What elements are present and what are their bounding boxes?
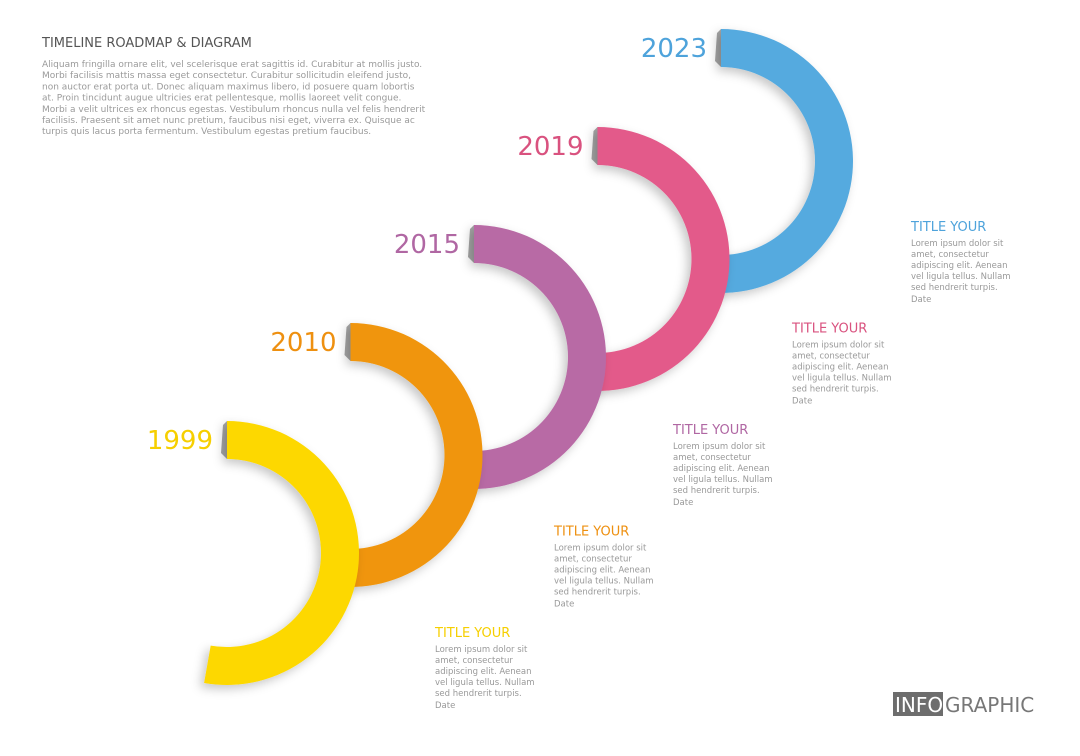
timeline-arc — [574, 127, 730, 392]
milestone-text: amet, consectetur — [435, 656, 513, 666]
arc-notch — [468, 225, 474, 263]
milestone-year: 2019 — [517, 132, 583, 162]
milestone-text: Lorem ipsum dolor sit — [673, 442, 766, 452]
milestone-title: TITLE YOUR — [434, 626, 510, 641]
milestone-date: Date — [911, 295, 931, 305]
header-paragraph-line: facilisis. Praesent sit amet nunc pretiu… — [42, 116, 415, 126]
milestone-title: TITLE YOUR — [910, 220, 986, 235]
header-paragraph-line: non auctor erat porta ut. Donec aliquam … — [42, 82, 415, 92]
milestone-text: Lorem ipsum dolor sit — [554, 544, 647, 554]
milestone-text: amet, consectetur — [792, 352, 870, 362]
milestone-date: Date — [554, 600, 574, 610]
milestone-text: sed hendrerit turpis. — [554, 588, 641, 598]
milestone-title: TITLE YOUR — [672, 423, 748, 438]
header-title: TIMELINE ROADMAP & DIAGRAM — [41, 36, 252, 51]
milestone-title: TITLE YOUR — [791, 322, 867, 337]
timeline-arc — [451, 225, 606, 489]
milestone-text: vel ligula tellus. Nullam — [911, 272, 1011, 282]
milestone-text: adipiscing elit. Aenean — [435, 667, 531, 677]
milestone-text: adipiscing elit. Aenean — [792, 363, 888, 373]
milestone-text: vel ligula tellus. Nullam — [554, 577, 654, 587]
milestone-text: Lorem ipsum dolor sit — [435, 645, 528, 655]
arc-notch — [344, 323, 351, 361]
arc-notch — [221, 421, 227, 459]
milestone-text: adipiscing elit. Aenean — [673, 464, 769, 474]
header-paragraph-line: Morbi a velit ultrices ex rhoncus egesta… — [42, 105, 426, 115]
milestone-year: 2015 — [394, 230, 460, 260]
arc-notch — [715, 29, 721, 67]
milestone-text: adipiscing elit. Aenean — [911, 261, 1007, 271]
milestone-text: vel ligula tellus. Nullam — [435, 678, 535, 688]
milestone-text: sed hendrerit turpis. — [435, 689, 522, 699]
milestone-text: Lorem ipsum dolor sit — [792, 341, 885, 351]
milestone-text: adipiscing elit. Aenean — [554, 566, 650, 576]
milestone-text: sed hendrerit turpis. — [792, 385, 879, 395]
arc-notch — [591, 127, 598, 165]
milestone-text: vel ligula tellus. Nullam — [673, 475, 773, 485]
milestone-text: sed hendrerit turpis. — [911, 283, 998, 293]
header-paragraph-line: at. Proin tincidunt augue ultricies erat… — [42, 94, 401, 104]
milestone-title: TITLE YOUR — [553, 525, 629, 540]
timeline-arc — [204, 421, 359, 685]
milestone-date: Date — [435, 701, 455, 711]
milestone-year: 2023 — [641, 34, 707, 64]
logo-box — [893, 692, 943, 716]
header-paragraph-line: turpis quis lacus porta fermentum. Vesti… — [42, 127, 371, 137]
milestone-date: Date — [673, 498, 693, 508]
logo-highlight: INFO — [895, 693, 943, 717]
header-paragraph-line: Morbi facilisis mattis massa eget consec… — [42, 71, 411, 81]
milestone-text: amet, consectetur — [911, 250, 989, 260]
timeline-arc — [698, 29, 854, 294]
milestone-text: sed hendrerit turpis. — [673, 486, 760, 496]
timeline-arc — [327, 323, 483, 587]
logo-rest: GRAPHIC — [945, 693, 1034, 717]
milestone-text: amet, consectetur — [673, 453, 751, 463]
milestone-date: Date — [792, 397, 812, 407]
milestone-text: vel ligula tellus. Nullam — [792, 374, 892, 384]
milestone-text: Lorem ipsum dolor sit — [911, 239, 1004, 249]
milestone-text: amet, consectetur — [554, 555, 632, 565]
header-paragraph-line: Aliquam fringilla ornare elit, vel scele… — [42, 60, 422, 70]
milestone-year: 2010 — [270, 328, 336, 358]
milestone-year: 1999 — [147, 426, 213, 456]
